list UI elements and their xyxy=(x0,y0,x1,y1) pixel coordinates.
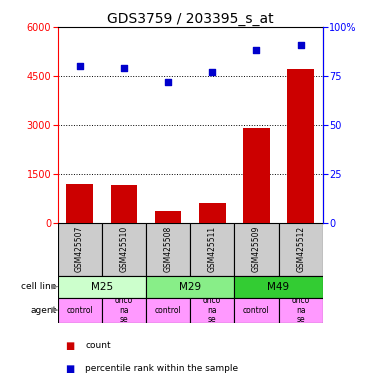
Text: count: count xyxy=(85,341,111,350)
Bar xyxy=(234,298,279,323)
Bar xyxy=(102,298,146,323)
Text: ■: ■ xyxy=(65,364,74,374)
Text: ■: ■ xyxy=(65,341,74,351)
Bar xyxy=(146,276,234,298)
Bar xyxy=(243,128,270,223)
Bar xyxy=(279,298,323,323)
Bar xyxy=(190,298,234,323)
Text: control: control xyxy=(243,306,270,314)
Text: control: control xyxy=(155,306,181,314)
Text: GSM425507: GSM425507 xyxy=(75,226,84,272)
Bar xyxy=(234,276,323,298)
Text: GSM425510: GSM425510 xyxy=(119,226,128,272)
Bar xyxy=(288,70,314,223)
Text: M29: M29 xyxy=(179,281,201,291)
Text: GSM425508: GSM425508 xyxy=(164,226,173,272)
Text: control: control xyxy=(66,306,93,314)
Bar xyxy=(199,203,226,223)
Bar xyxy=(234,223,279,276)
Point xyxy=(121,65,127,71)
Text: cell line: cell line xyxy=(21,282,57,291)
Text: M49: M49 xyxy=(267,281,290,291)
Bar xyxy=(146,298,190,323)
Bar xyxy=(58,223,102,276)
Text: M25: M25 xyxy=(91,281,113,291)
Title: GDS3759 / 203395_s_at: GDS3759 / 203395_s_at xyxy=(107,12,273,26)
Bar xyxy=(58,298,102,323)
Point xyxy=(253,47,259,53)
Text: agent: agent xyxy=(30,306,57,314)
Text: onco
na
se: onco na se xyxy=(292,296,310,324)
Text: percentile rank within the sample: percentile rank within the sample xyxy=(85,364,239,373)
Point xyxy=(298,41,303,48)
Bar xyxy=(66,184,93,223)
Point xyxy=(165,79,171,85)
Point xyxy=(209,69,215,75)
Bar xyxy=(190,223,234,276)
Bar xyxy=(111,185,137,223)
Bar xyxy=(102,223,146,276)
Text: GSM425512: GSM425512 xyxy=(296,226,305,272)
Bar xyxy=(58,276,146,298)
Text: GSM425509: GSM425509 xyxy=(252,226,261,272)
Bar xyxy=(146,223,190,276)
Bar xyxy=(279,223,323,276)
Point xyxy=(77,63,83,69)
Text: onco
na
se: onco na se xyxy=(203,296,221,324)
Bar xyxy=(155,211,181,223)
Text: GSM425511: GSM425511 xyxy=(208,226,217,272)
Text: onco
na
se: onco na se xyxy=(115,296,133,324)
